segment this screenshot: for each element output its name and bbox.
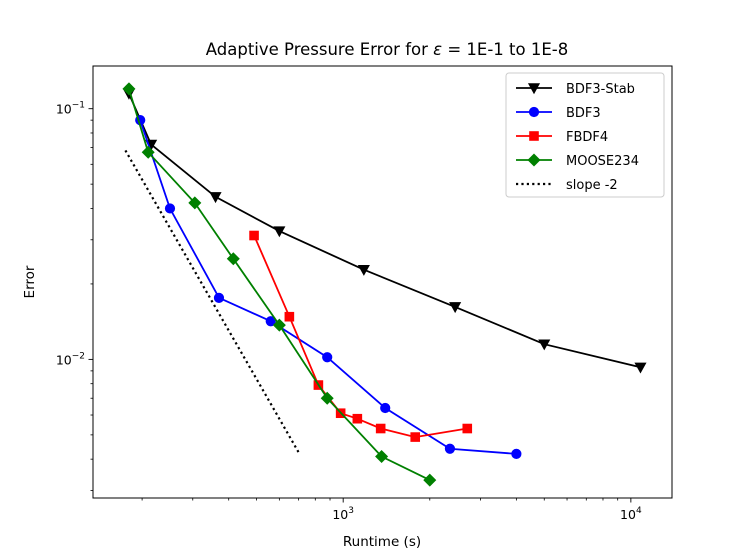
data-point-moose234: [375, 449, 389, 463]
data-point-bdf3-stab: [357, 264, 370, 276]
data-point-bdf3: [213, 292, 225, 303]
data-point-fbdf4: [284, 311, 295, 322]
legend-marker-bdf3-stab: [527, 83, 541, 95]
data-point-fbdf4: [462, 423, 473, 434]
legend-label-slope-2: slope -2: [566, 178, 618, 193]
legend-label-moose234: MOOSE234: [566, 154, 639, 169]
legend-label-fbdf4: FBDF4: [566, 130, 608, 145]
data-point-bdf3-stab: [209, 192, 222, 204]
legend: BDF3-Stab BDF3 FBDF4 MOOSE234 slope -2: [505, 72, 665, 198]
data-point-moose234: [272, 318, 286, 332]
series-line-slope-2: [124, 149, 301, 455]
data-point-fbdf4: [249, 230, 259, 241]
series-slope-2: [124, 149, 301, 455]
data-point-fbdf4: [410, 432, 421, 442]
legend-marker-moose234: [527, 153, 541, 167]
plot-area-frame: [92, 65, 673, 499]
data-point-moose234: [141, 145, 155, 159]
data-point-fbdf4: [375, 423, 386, 434]
y-tick-label: 10−1: [56, 101, 85, 117]
legend-label-bdf3-stab: BDF3-Stab: [566, 82, 635, 97]
x-tick-label: 104: [620, 506, 642, 522]
series-line-fbdf4: [253, 235, 468, 439]
data-point-moose234: [423, 473, 437, 487]
ticks-layer: 103 104 10−2 10−1: [56, 101, 642, 522]
series-moose234: [122, 82, 437, 487]
x-tick-label: 103: [332, 506, 354, 522]
legend-box: [505, 72, 665, 198]
data-point-bdf3-stab: [538, 339, 551, 351]
series-line-bdf3-stab: [128, 93, 641, 369]
data-point-bdf3: [380, 402, 391, 414]
data-point-bdf3-stab: [634, 362, 647, 374]
data-point-moose234: [320, 391, 334, 405]
data-point-fbdf4: [352, 413, 363, 424]
data-point-bdf3: [164, 203, 176, 214]
data-point-bdf3: [511, 448, 522, 459]
data-point-bdf3: [444, 443, 456, 454]
data-point-bdf3: [265, 316, 276, 327]
series-layer: [122, 82, 647, 487]
data-point-moose234: [226, 252, 240, 266]
series-line-moose234: [128, 88, 431, 481]
chart-title: Adaptive Pressure Error for ε = 1E-1 to …: [206, 40, 568, 59]
data-point-moose234: [122, 82, 136, 96]
y-tick-label: 10−2: [56, 351, 85, 367]
legend-marker-bdf3: [528, 106, 540, 118]
legend-marker-fbdf4: [529, 131, 539, 141]
y-axis-label: Error: [22, 265, 38, 298]
legend-label-bdf3: BDF3: [566, 106, 601, 121]
data-point-moose234: [188, 196, 202, 210]
x-axis-label: Runtime (s): [343, 534, 421, 550]
data-point-bdf3-stab: [273, 226, 286, 238]
data-point-bdf3-stab: [449, 302, 462, 314]
data-point-bdf3: [322, 352, 333, 363]
